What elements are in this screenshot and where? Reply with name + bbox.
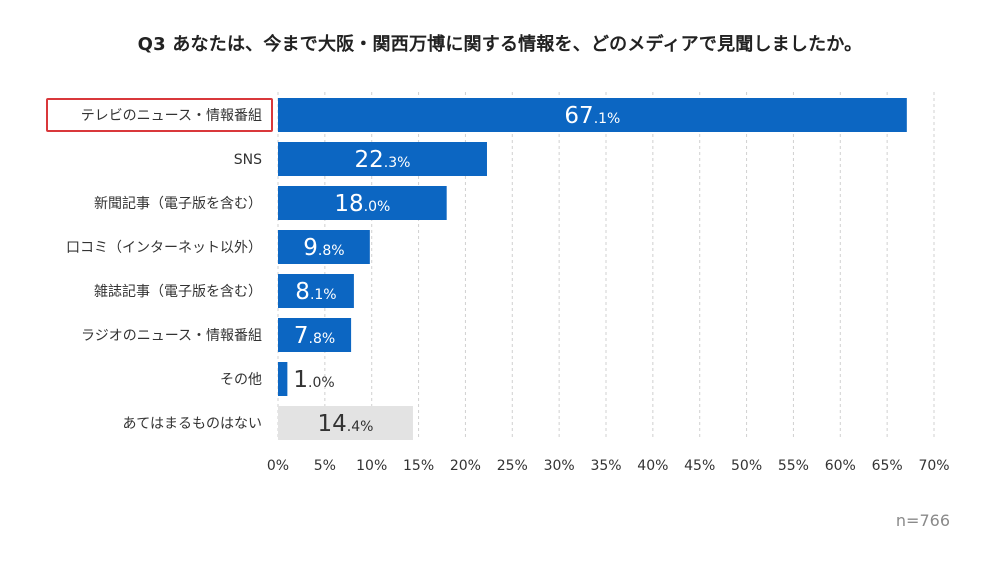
bar — [278, 230, 370, 264]
value-label: 7.8% — [294, 323, 335, 349]
x-tick-label: 20% — [450, 458, 481, 474]
category-label: テレビのニュース・情報番組 — [81, 108, 262, 124]
category-label: 雑誌記事（電子版を含む） — [94, 283, 262, 300]
bar — [278, 274, 354, 308]
chart-title: Q3 あなたは、今まで大阪・関西万博に関する情報を、どのメディアで見聞しましたか… — [137, 34, 863, 55]
value-label: 67.1% — [564, 103, 620, 129]
category-label: その他 — [220, 372, 262, 388]
bar — [278, 142, 487, 176]
x-tick-label: 70% — [918, 458, 949, 474]
x-tick-label: 45% — [684, 458, 715, 474]
x-tick-label: 10% — [356, 458, 387, 474]
bar — [278, 186, 447, 220]
bar — [278, 98, 907, 132]
x-tick-label: 30% — [544, 458, 575, 474]
value-label: 1.0% — [293, 367, 334, 393]
x-tick-label: 25% — [497, 458, 528, 474]
category-label: ラジオのニュース・情報番組 — [81, 328, 262, 344]
sample-size-label: n=766 — [895, 511, 950, 530]
x-tick-label: 15% — [403, 458, 434, 474]
value-label: 9.8% — [303, 235, 344, 261]
x-tick-label: 55% — [778, 458, 809, 474]
x-tick-label: 65% — [872, 458, 903, 474]
category-label: あてはまるものはない — [123, 416, 262, 432]
value-label: 22.3% — [355, 147, 411, 173]
x-tick-label: 0% — [267, 458, 289, 474]
x-tick-label: 60% — [825, 458, 856, 474]
category-label: 新聞記事（電子版を含む） — [94, 195, 262, 212]
category-label: 口コミ（インターネット以外） — [66, 240, 262, 256]
bar — [278, 362, 288, 396]
category-label: SNS — [234, 152, 262, 168]
x-tick-label: 50% — [731, 458, 762, 474]
x-tick-label: 5% — [314, 458, 336, 474]
x-tick-label: 35% — [590, 458, 621, 474]
value-label: 8.1% — [295, 279, 336, 305]
highlight-box — [46, 98, 273, 132]
value-label: 18.0% — [334, 191, 390, 217]
bar — [278, 318, 352, 352]
bar — [278, 406, 413, 440]
value-label: 14.4% — [317, 411, 373, 437]
x-tick-label: 40% — [637, 458, 668, 474]
